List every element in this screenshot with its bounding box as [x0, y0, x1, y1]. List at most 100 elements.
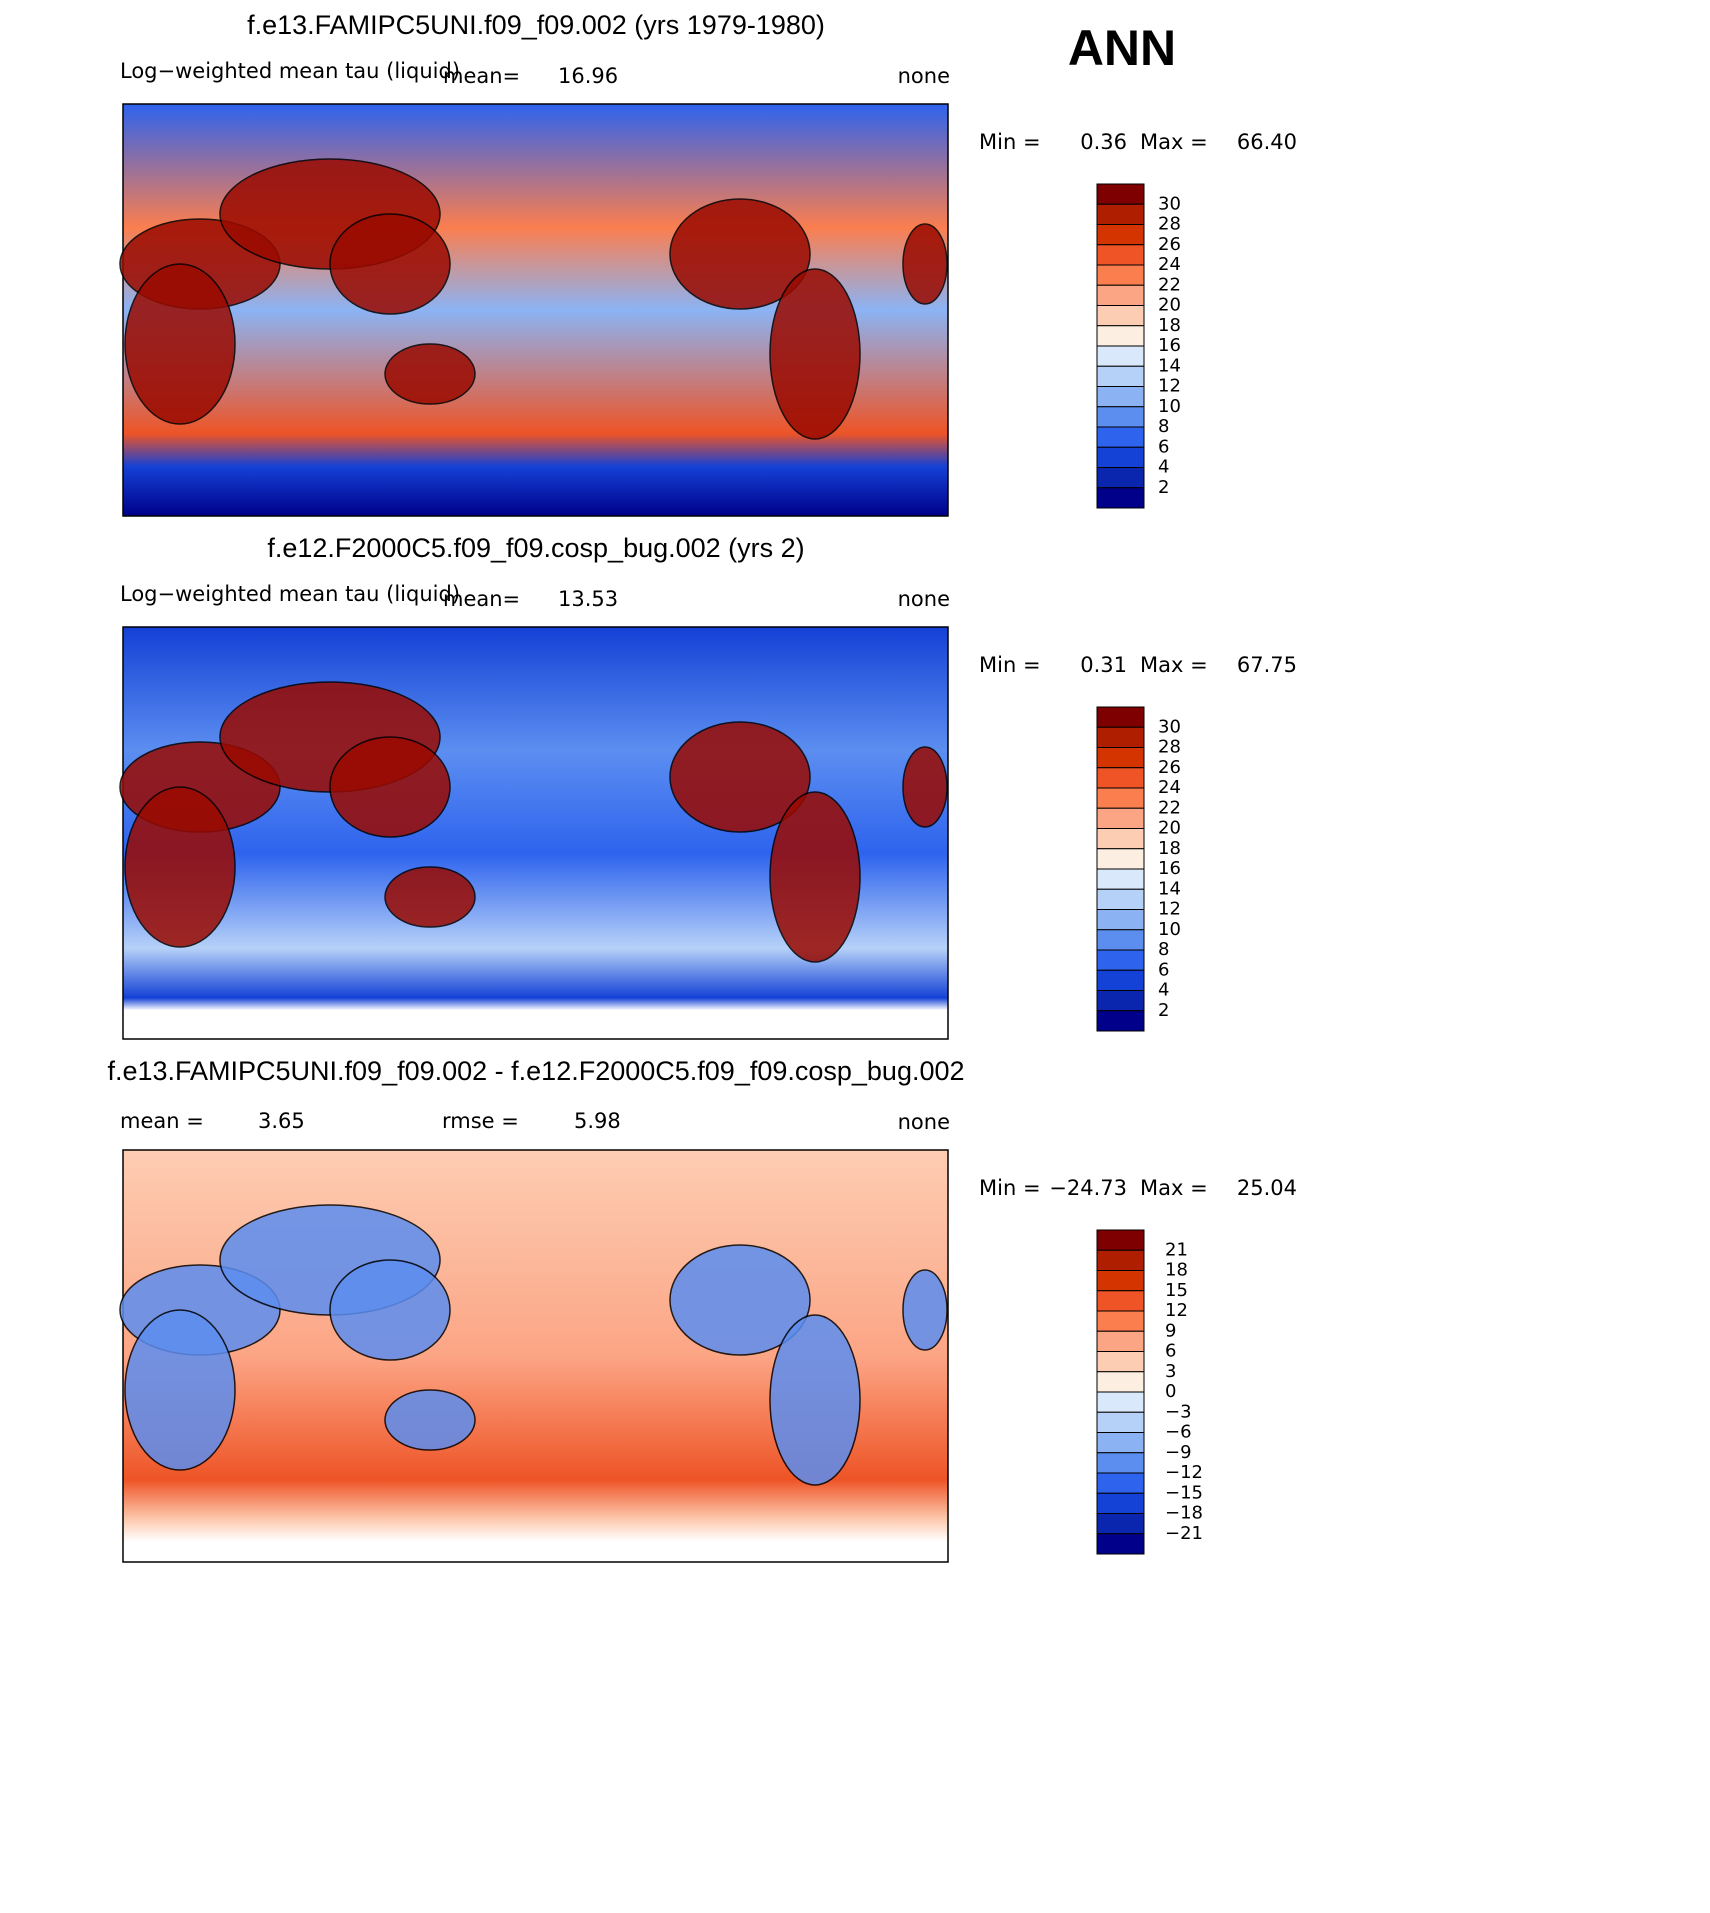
colorbar-box [1096, 1411, 1145, 1433]
colorbar-box [1096, 467, 1145, 489]
colorbar-label: 26 [1158, 757, 1181, 778]
colorbar-box [1096, 726, 1145, 748]
panel-title: f.e13.FAMIPC5UNI.f09_f09.002 (yrs 1979-1… [247, 10, 825, 40]
colorbar-box [1096, 1270, 1145, 1292]
colorbar-box [1096, 1310, 1145, 1332]
colorbar-box [1096, 183, 1145, 205]
colorbar-label: 2 [1158, 477, 1169, 498]
max-label: Max = [1140, 1176, 1208, 1200]
land-region [669, 1244, 811, 1356]
rmse-label: rmse = [442, 1109, 519, 1133]
colorbar-box [1096, 747, 1145, 769]
colorbar-label: 26 [1158, 234, 1181, 255]
panel-title: f.e13.FAMIPC5UNI.f09_f09.002 - f.e12.F20… [107, 1056, 964, 1086]
colorbar-box [1096, 284, 1145, 306]
min-value: 0.36 [1080, 130, 1127, 154]
colorbar-box [1096, 990, 1145, 1012]
rmse-value: 5.98 [574, 1109, 621, 1133]
colorbar-label: 10 [1158, 919, 1181, 940]
colorbar-box [1096, 949, 1145, 971]
land-region [384, 1389, 476, 1451]
colorbar-label: 16 [1158, 858, 1181, 879]
colorbar-label: 24 [1158, 777, 1181, 798]
colorbar-label: −6 [1165, 1422, 1192, 1443]
mean-value: 16.96 [558, 64, 618, 88]
colorbar-label: 28 [1158, 737, 1181, 758]
colorbar-box [1096, 1229, 1145, 1251]
colorbar-label: 12 [1158, 376, 1181, 397]
colorbar-box [1096, 1513, 1145, 1535]
colorbar-label: 28 [1158, 214, 1181, 235]
mean-label: mean= [443, 587, 520, 611]
units-label: none [898, 64, 950, 88]
colorbar-label: −12 [1165, 1462, 1203, 1483]
colorbar-label: −3 [1165, 1401, 1192, 1422]
season-label: ANN [1068, 20, 1176, 76]
colorbar-label: 4 [1158, 457, 1169, 478]
colorbar-label: 6 [1158, 436, 1169, 457]
colorbar-label: 6 [1158, 959, 1169, 980]
colorbar-box [1096, 969, 1145, 991]
colorbar-box [1096, 305, 1145, 327]
land-region [384, 866, 476, 928]
colorbar-box [1096, 406, 1145, 428]
colorbar-label: 24 [1158, 254, 1181, 275]
min-value: −24.73 [1049, 1176, 1127, 1200]
colorbar-label: 8 [1158, 416, 1169, 437]
max-value: 25.04 [1237, 1176, 1297, 1200]
colorbar-box [1096, 1010, 1145, 1032]
mean-value: 13.53 [558, 587, 618, 611]
colorbar-label: 9 [1165, 1320, 1176, 1341]
mean-label: mean = [120, 1109, 204, 1133]
colorbar-label: 22 [1158, 797, 1181, 818]
colorbar-box [1096, 929, 1145, 951]
units-label: none [898, 587, 950, 611]
land-region [669, 721, 811, 833]
colorbar-label: 14 [1158, 878, 1181, 899]
land-region [384, 343, 476, 405]
colorbar-box [1096, 224, 1145, 246]
colorbar-box [1096, 1249, 1145, 1271]
colorbar-box [1096, 1492, 1145, 1514]
colorbar-label: 18 [1165, 1260, 1188, 1281]
colorbar-box [1096, 426, 1145, 448]
land-region [124, 1309, 236, 1471]
colorbar-label: 14 [1158, 355, 1181, 376]
max-label: Max = [1140, 653, 1208, 677]
land-region [769, 268, 861, 440]
colorbar-label: 16 [1158, 335, 1181, 356]
colorbar-box [1096, 1351, 1145, 1373]
colorbar-box [1096, 1290, 1145, 1312]
colorbar-label: −15 [1165, 1482, 1203, 1503]
colorbar-box [1096, 909, 1145, 931]
colorbar-box [1096, 848, 1145, 870]
land-region [329, 213, 451, 315]
colorbar-label: 4 [1158, 980, 1169, 1001]
variable-label: Log−weighted mean tau (liquid) [120, 59, 460, 83]
colorbar-box [1096, 487, 1145, 509]
colorbar-box [1096, 787, 1145, 809]
colorbar-box [1096, 325, 1145, 347]
colorbar-label: 20 [1158, 818, 1181, 839]
colorbar-label: 12 [1165, 1300, 1188, 1321]
colorbar-label: 3 [1165, 1361, 1176, 1382]
colorbar-label: 15 [1165, 1280, 1188, 1301]
colorbar-label: 30 [1158, 193, 1181, 214]
land-region [329, 736, 451, 838]
colorbar-label: 22 [1158, 274, 1181, 295]
colorbar-box [1096, 1533, 1145, 1555]
colorbar-box [1096, 706, 1145, 728]
min-label: Min = [979, 1176, 1041, 1200]
land-region [124, 786, 236, 948]
colorbar-box [1096, 888, 1145, 910]
land-region [329, 1259, 451, 1361]
mean-value: 3.65 [258, 1109, 305, 1133]
colorbar-box [1096, 828, 1145, 850]
land-region [769, 1314, 861, 1486]
min-label: Min = [979, 653, 1041, 677]
max-value: 66.40 [1237, 130, 1297, 154]
colorbar-box [1096, 807, 1145, 829]
land-region [669, 198, 811, 310]
colorbar-label: 20 [1158, 295, 1181, 316]
